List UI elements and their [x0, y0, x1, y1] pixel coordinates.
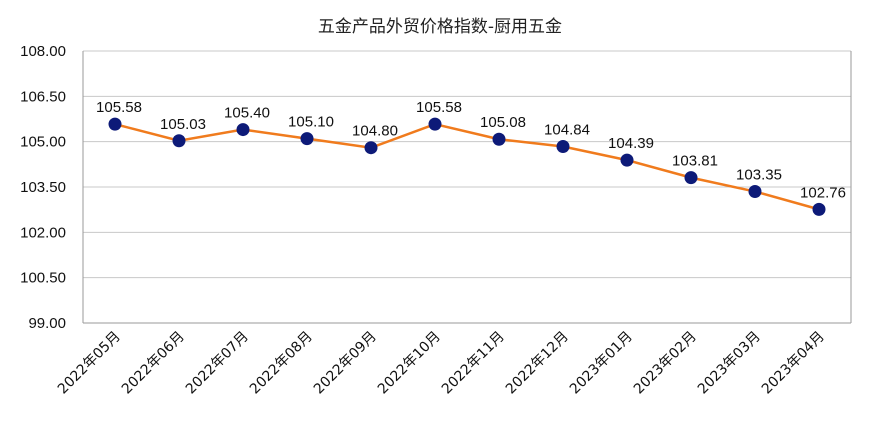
- data-point: [108, 117, 122, 131]
- data-label: 104.80: [352, 123, 398, 140]
- data-point: [620, 153, 634, 167]
- data-label: 103.81: [672, 153, 718, 170]
- data-label: 105.40: [224, 105, 270, 122]
- grid-lines: [82, 50, 852, 324]
- data-point: [236, 123, 250, 137]
- x-tick-label: 2022年09月: [311, 329, 380, 398]
- data-point: [364, 141, 378, 155]
- data-point: [428, 117, 442, 131]
- y-tick-label: 106.50: [20, 88, 66, 105]
- data-label: 105.03: [160, 116, 206, 133]
- data-point: [300, 132, 314, 146]
- x-tick-label: 2022年10月: [375, 329, 444, 398]
- data-point: [684, 171, 698, 185]
- data-label: 103.35: [736, 167, 782, 184]
- x-tick-label: 2023年04月: [759, 329, 828, 398]
- data-labels: 105.58 105.03 105.40 105.10 104.80 105.58 105.…: [96, 99, 846, 201]
- y-tick-label: 105.00: [20, 134, 66, 151]
- x-tick-label: 2023年01月: [567, 329, 636, 398]
- x-axis-ticks: 2022年05月2022年06月2022年07月2022年08月2022年09月…: [55, 329, 828, 398]
- x-tick-label: 2022年07月: [183, 329, 252, 398]
- y-axis-ticks: 99.00 100.50 102.00 103.50 105.00 106.50 108.0…: [20, 43, 66, 332]
- x-tick-label: 2023年02月: [631, 329, 700, 398]
- y-tick-label: 102.00: [20, 224, 66, 241]
- data-point: [812, 202, 826, 216]
- data-label: 105.08: [480, 114, 526, 131]
- x-tick-label: 2022年12月: [503, 329, 572, 398]
- data-label: 104.84: [544, 122, 590, 139]
- series-line: [114, 122, 820, 211]
- y-tick-label: 108.00: [20, 43, 66, 60]
- data-label: 105.58: [416, 99, 462, 116]
- data-point: [748, 185, 762, 199]
- y-tick-label: 99.00: [28, 315, 66, 332]
- x-tick-label: 2022年05月: [55, 329, 124, 398]
- data-point: [492, 132, 506, 146]
- data-label: 104.39: [608, 135, 654, 152]
- chart-title: 五金产品外贸价格指数-厨用五金: [318, 17, 562, 37]
- x-tick-label: 2022年06月: [119, 329, 188, 398]
- series-polyline: [114, 122, 820, 211]
- data-label: 102.76: [800, 184, 846, 201]
- y-tick-label: 100.50: [20, 270, 66, 287]
- x-tick-label: 2022年08月: [247, 329, 316, 398]
- data-points: [108, 117, 826, 216]
- data-point: [556, 140, 570, 154]
- x-tick-label: 2023年03月: [695, 329, 764, 398]
- data-label: 105.58: [96, 99, 142, 116]
- data-point: [172, 134, 186, 148]
- x-tick-label: 2022年11月: [439, 329, 508, 398]
- data-label: 105.10: [288, 114, 334, 131]
- y-tick-label: 103.50: [20, 179, 66, 196]
